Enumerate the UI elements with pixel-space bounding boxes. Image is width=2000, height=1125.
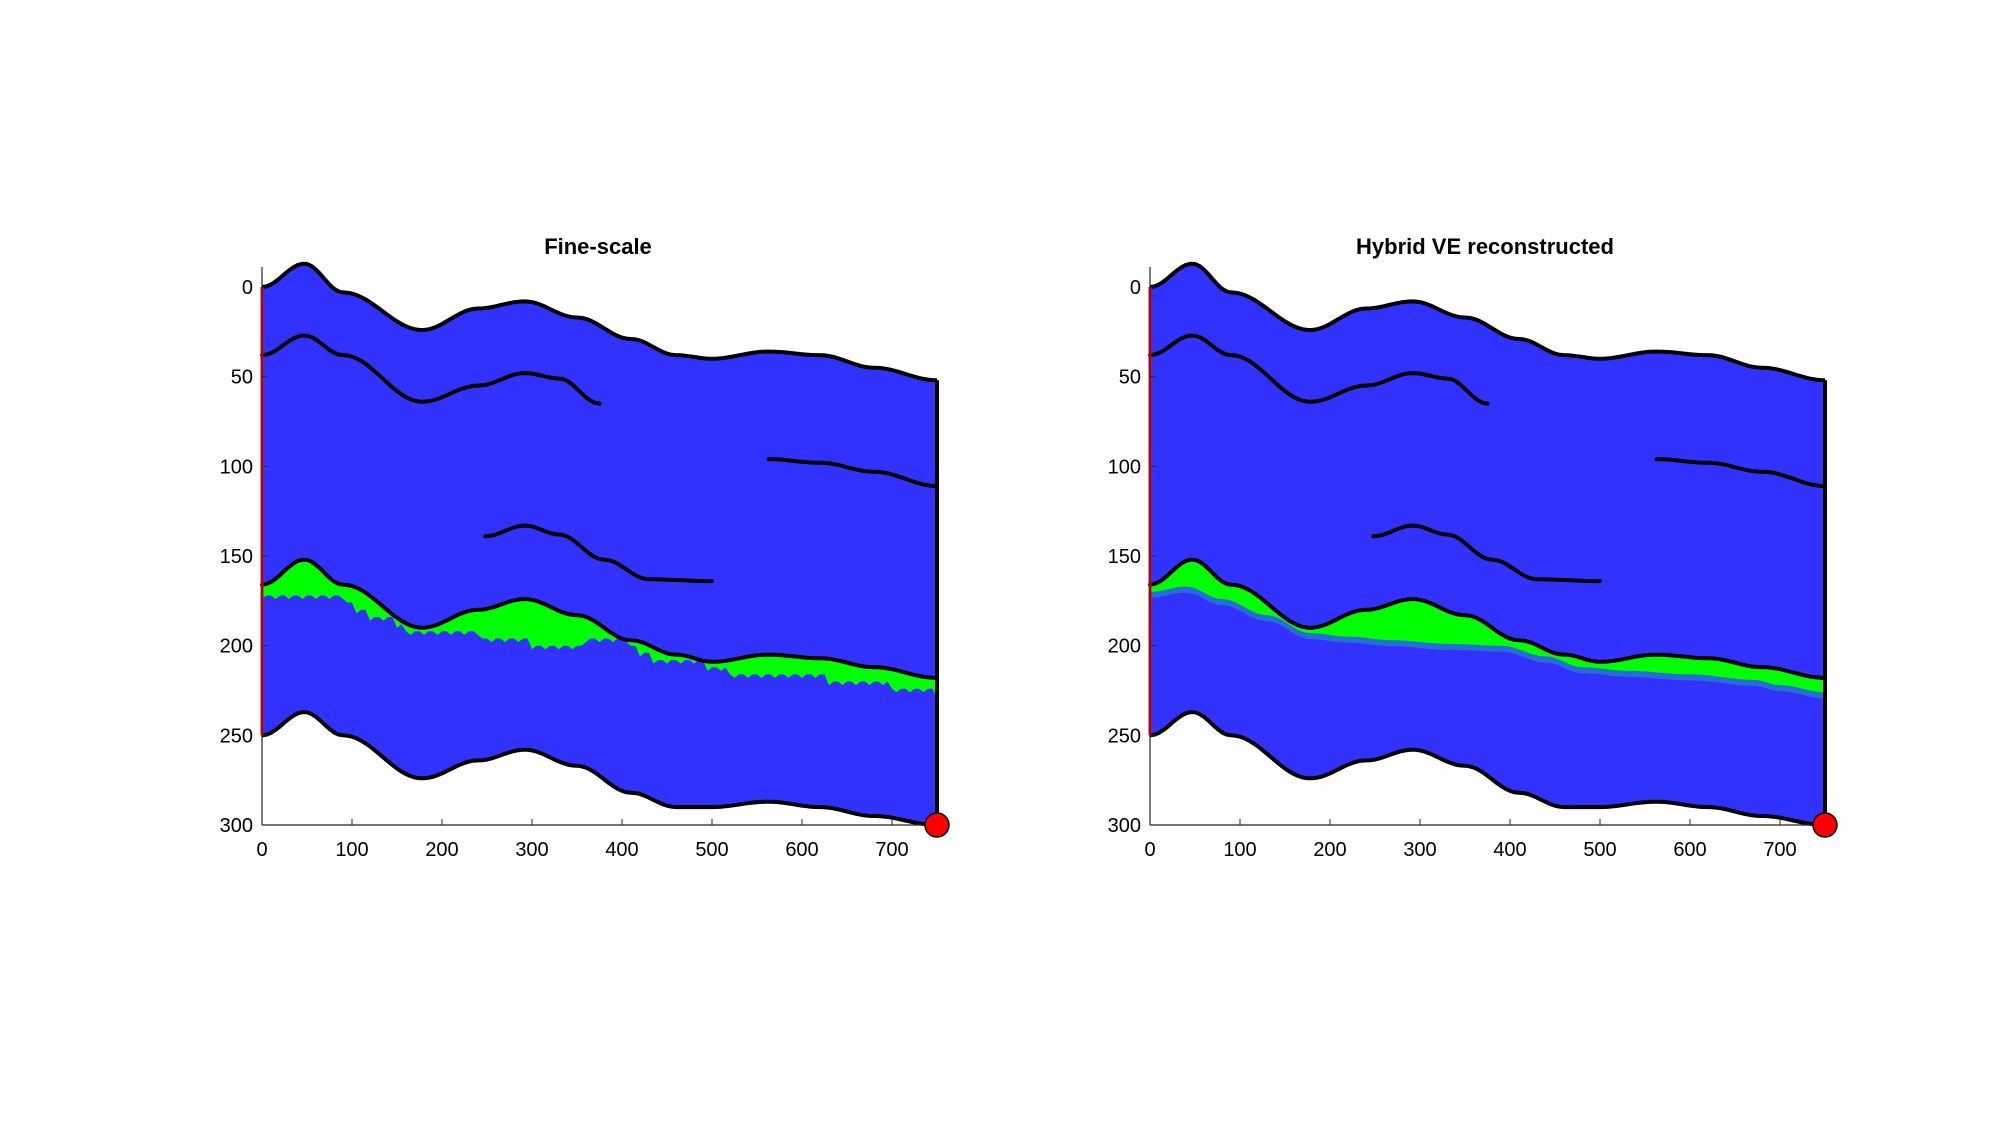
y-tick-label: 100 xyxy=(1108,456,1141,478)
layer-line-2 xyxy=(1654,457,1827,489)
layer-line-1 xyxy=(1148,333,1490,406)
y-tick-label: 50 xyxy=(231,367,253,389)
x-tick-label: 300 xyxy=(515,839,548,861)
x-tick-label: 200 xyxy=(1313,839,1346,861)
x-tick-label: 600 xyxy=(1673,839,1706,861)
x-tick-label: 100 xyxy=(1223,839,1256,861)
top-boundary xyxy=(1149,261,1826,383)
rock-domain xyxy=(262,263,937,825)
y-tick-label: 50 xyxy=(1119,367,1141,389)
x-tick-label: 600 xyxy=(785,839,818,861)
panel-title: Hybrid VE reconstructed xyxy=(1356,234,1614,259)
y-tick-label: 200 xyxy=(220,636,253,658)
well-marker xyxy=(1812,812,1838,838)
y-tick-label: 250 xyxy=(220,725,253,747)
y-tick-label: 300 xyxy=(220,815,253,837)
y-tick-label: 100 xyxy=(220,456,253,478)
x-tick-label: 300 xyxy=(1403,839,1436,861)
x-tick-label: 400 xyxy=(605,839,638,861)
layer-line-4 xyxy=(260,557,939,680)
layer-line-4 xyxy=(1148,557,1827,680)
y-tick-label: 150 xyxy=(1108,546,1141,568)
x-tick-label: 0 xyxy=(1144,839,1155,861)
x-tick-label: 500 xyxy=(1583,839,1616,861)
panel-fine-scale: Fine-scale 0 100 200 300 400 500 600 700 0 50 100 1… xyxy=(220,234,950,861)
y-tick-label: 250 xyxy=(1108,725,1141,747)
y-tick-label: 150 xyxy=(220,546,253,568)
rock-domain xyxy=(1150,263,1825,825)
layer-line-2 xyxy=(766,457,939,489)
panel-hybrid-ve: Hybrid VE reconstructed 0 100 200 300 400 500… xyxy=(1108,234,1838,861)
panel-title: Fine-scale xyxy=(544,234,652,259)
x-tick-label: 0 xyxy=(256,839,267,861)
bottom-boundary xyxy=(261,710,938,827)
co2-plume xyxy=(262,559,937,700)
layer-line-3 xyxy=(483,523,714,584)
x-tick-label: 400 xyxy=(1493,839,1526,861)
x-tick-label: 700 xyxy=(1763,839,1796,861)
x-tick-label: 200 xyxy=(425,839,458,861)
y-tick-label: 300 xyxy=(1108,815,1141,837)
y-tick-label: 0 xyxy=(242,277,253,299)
x-tick-label: 700 xyxy=(875,839,908,861)
layer-line-3 xyxy=(1371,523,1602,584)
top-boundary xyxy=(261,261,938,383)
x-tick-label: 100 xyxy=(335,839,368,861)
bottom-boundary xyxy=(1149,710,1826,827)
well-marker xyxy=(924,812,950,838)
x-tick-label: 500 xyxy=(695,839,728,861)
y-tick-label: 200 xyxy=(1108,636,1141,658)
y-tick-label: 0 xyxy=(1130,277,1141,299)
layer-line-1 xyxy=(260,333,602,406)
